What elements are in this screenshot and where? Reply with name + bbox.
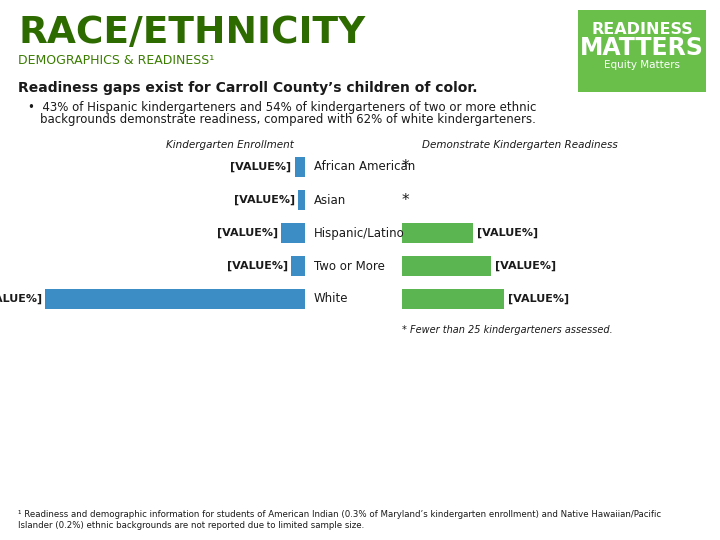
Text: MATTERS: MATTERS (580, 36, 704, 60)
Text: African American: African American (314, 160, 415, 173)
Text: [VALUE%]: [VALUE%] (0, 294, 42, 304)
Text: [VALUE%]: [VALUE%] (495, 261, 557, 271)
Bar (45, 289, 305, 309)
Text: [VALUE%]: [VALUE%] (508, 294, 570, 304)
Text: Asian: Asian (314, 193, 346, 206)
Text: Equity Matters: Equity Matters (604, 60, 680, 70)
FancyBboxPatch shape (578, 10, 706, 92)
Text: *: * (402, 192, 410, 207)
Text: * Fewer than 25 kindergarteners assessed.: * Fewer than 25 kindergarteners assessed… (402, 325, 613, 335)
Bar (294, 157, 305, 177)
Bar (298, 190, 305, 210)
Text: Hispanic/Latino: Hispanic/Latino (314, 226, 405, 240)
Text: [VALUE%]: [VALUE%] (234, 195, 295, 205)
Text: backgrounds demonstrate readiness, compared with 62% of white kindergarteners.: backgrounds demonstrate readiness, compa… (40, 113, 536, 126)
Text: ¹ Readiness and demographic information for students of American Indian (0.3% of: ¹ Readiness and demographic information … (18, 510, 661, 530)
Text: *: * (402, 159, 410, 174)
Text: White: White (314, 293, 348, 306)
Text: [VALUE%]: [VALUE%] (227, 261, 288, 271)
Bar (402, 223, 473, 243)
Text: READINESS: READINESS (591, 22, 693, 37)
Text: [VALUE%]: [VALUE%] (477, 228, 538, 238)
Text: Readiness gaps exist for Carroll County’s children of color.: Readiness gaps exist for Carroll County’… (18, 81, 477, 95)
Bar (291, 256, 305, 276)
Text: Kindergarten Enrollment: Kindergarten Enrollment (166, 140, 294, 150)
Text: [VALUE%]: [VALUE%] (230, 162, 292, 172)
Text: •  43% of Hispanic kindergarteners and 54% of kindergarteners of two or more eth: • 43% of Hispanic kindergarteners and 54… (28, 100, 536, 113)
Bar (402, 256, 491, 276)
Text: Two or More: Two or More (314, 260, 385, 273)
Text: RACE/ETHNICITY: RACE/ETHNICITY (18, 15, 365, 51)
Text: DEMOGRAPHICS & READINESS¹: DEMOGRAPHICS & READINESS¹ (18, 55, 215, 68)
Text: [VALUE%]: [VALUE%] (217, 228, 278, 238)
Bar (402, 289, 504, 309)
Bar (281, 223, 305, 243)
Text: Demonstrate Kindergarten Readiness: Demonstrate Kindergarten Readiness (422, 140, 618, 150)
